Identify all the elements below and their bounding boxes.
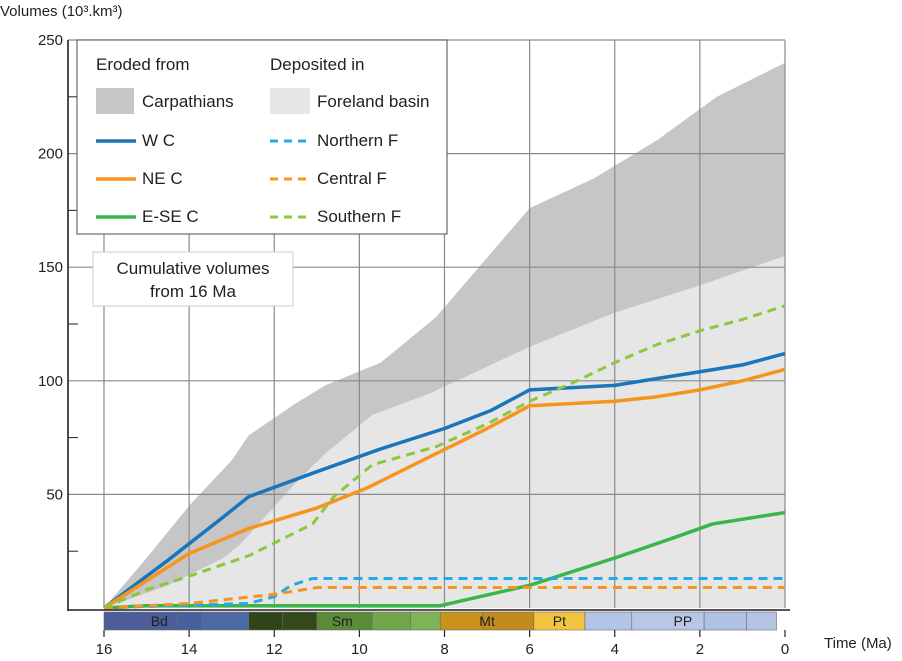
- stage-subdivision-8: [439, 611, 484, 631]
- legend-swatch-carpathians: [96, 88, 134, 114]
- series-line-ne-c: [103, 367, 786, 610]
- y-axis-title: Volumes (10³.km³): [0, 3, 123, 20]
- stage-subdivision-2: [201, 611, 250, 631]
- stage-subdivision-6: [371, 611, 411, 631]
- x-tick-label-0: 0: [781, 641, 789, 658]
- legend-label-northern: Northern F: [317, 131, 398, 150]
- series-line-northern-f: [103, 576, 785, 610]
- series-line-central-f: [103, 586, 785, 610]
- y-tick-label-150: 150: [38, 259, 63, 276]
- y-tick-label-100: 100: [38, 373, 63, 390]
- stage-label-pp: PP: [674, 613, 693, 629]
- legend: Eroded from Deposited in Carpathians For…: [76, 39, 448, 235]
- x-tick-label-10: 10: [351, 641, 368, 658]
- stage-label-mt: Mt: [479, 613, 495, 629]
- series-line-southern-f: [103, 304, 786, 610]
- y-tick-label-250: 250: [38, 32, 63, 49]
- stage-subdivision-14: [746, 611, 777, 631]
- legend-label-wc: W C: [142, 131, 175, 150]
- legend-label-carpathians: Carpathians: [142, 92, 234, 111]
- x-tick-label-4: 4: [611, 641, 619, 658]
- legend-box: [76, 39, 448, 235]
- stage-subdivision-3: [248, 611, 284, 631]
- stage-label-bd: Bd: [151, 613, 168, 629]
- stage-label-pt: Pt: [553, 613, 566, 629]
- x-tick-label-14: 14: [181, 641, 198, 658]
- series-layer: [102, 304, 786, 610]
- x-tick-label-6: 6: [525, 641, 533, 658]
- annotation-line-2: from 16 Ma: [150, 282, 237, 301]
- stage-subdivision-7: [410, 611, 441, 631]
- legend-label-central: Central F: [317, 169, 387, 188]
- stage-subdivision-4: [282, 611, 318, 631]
- legend-label-nec: NE C: [142, 169, 183, 188]
- stage-subdivision-12: [631, 611, 705, 631]
- stage-label-sm: Sm: [332, 613, 353, 629]
- legend-header-eroded: Eroded from: [96, 55, 190, 74]
- x-tick-label-8: 8: [440, 641, 448, 658]
- legend-label-esec: E-SE C: [142, 207, 199, 226]
- stage-bar: Bd Sm Mt Pt PP: [103, 611, 777, 631]
- x-axis-title: Time (Ma): [824, 635, 892, 652]
- legend-header-deposited: Deposited in: [270, 55, 365, 74]
- y-tick-label-50: 50: [46, 486, 63, 503]
- legend-label-southern: Southern F: [317, 207, 401, 226]
- x-tick-label-2: 2: [696, 641, 704, 658]
- annotation-line-1: Cumulative volumes: [116, 259, 269, 278]
- y-tick-label-200: 200: [38, 146, 63, 163]
- series-line-e-se-c: [103, 510, 786, 610]
- x-tick-label-16: 16: [96, 641, 113, 658]
- series-line-w-c: [102, 351, 786, 610]
- stage-subdivision-11: [584, 611, 633, 631]
- stage-subdivision-13: [703, 611, 747, 631]
- legend-label-foreland: Foreland basin: [317, 92, 429, 111]
- axes: 50 100 150 200 250 16 14 12 10 8 6 4 2 0: [38, 32, 790, 658]
- legend-swatch-foreland: [270, 88, 310, 114]
- annotation: Cumulative volumes from 16 Ma: [92, 251, 294, 307]
- stage-subdivision-1: [176, 611, 203, 631]
- x-tick-label-12: 12: [266, 641, 283, 658]
- annotation-box: [92, 251, 294, 307]
